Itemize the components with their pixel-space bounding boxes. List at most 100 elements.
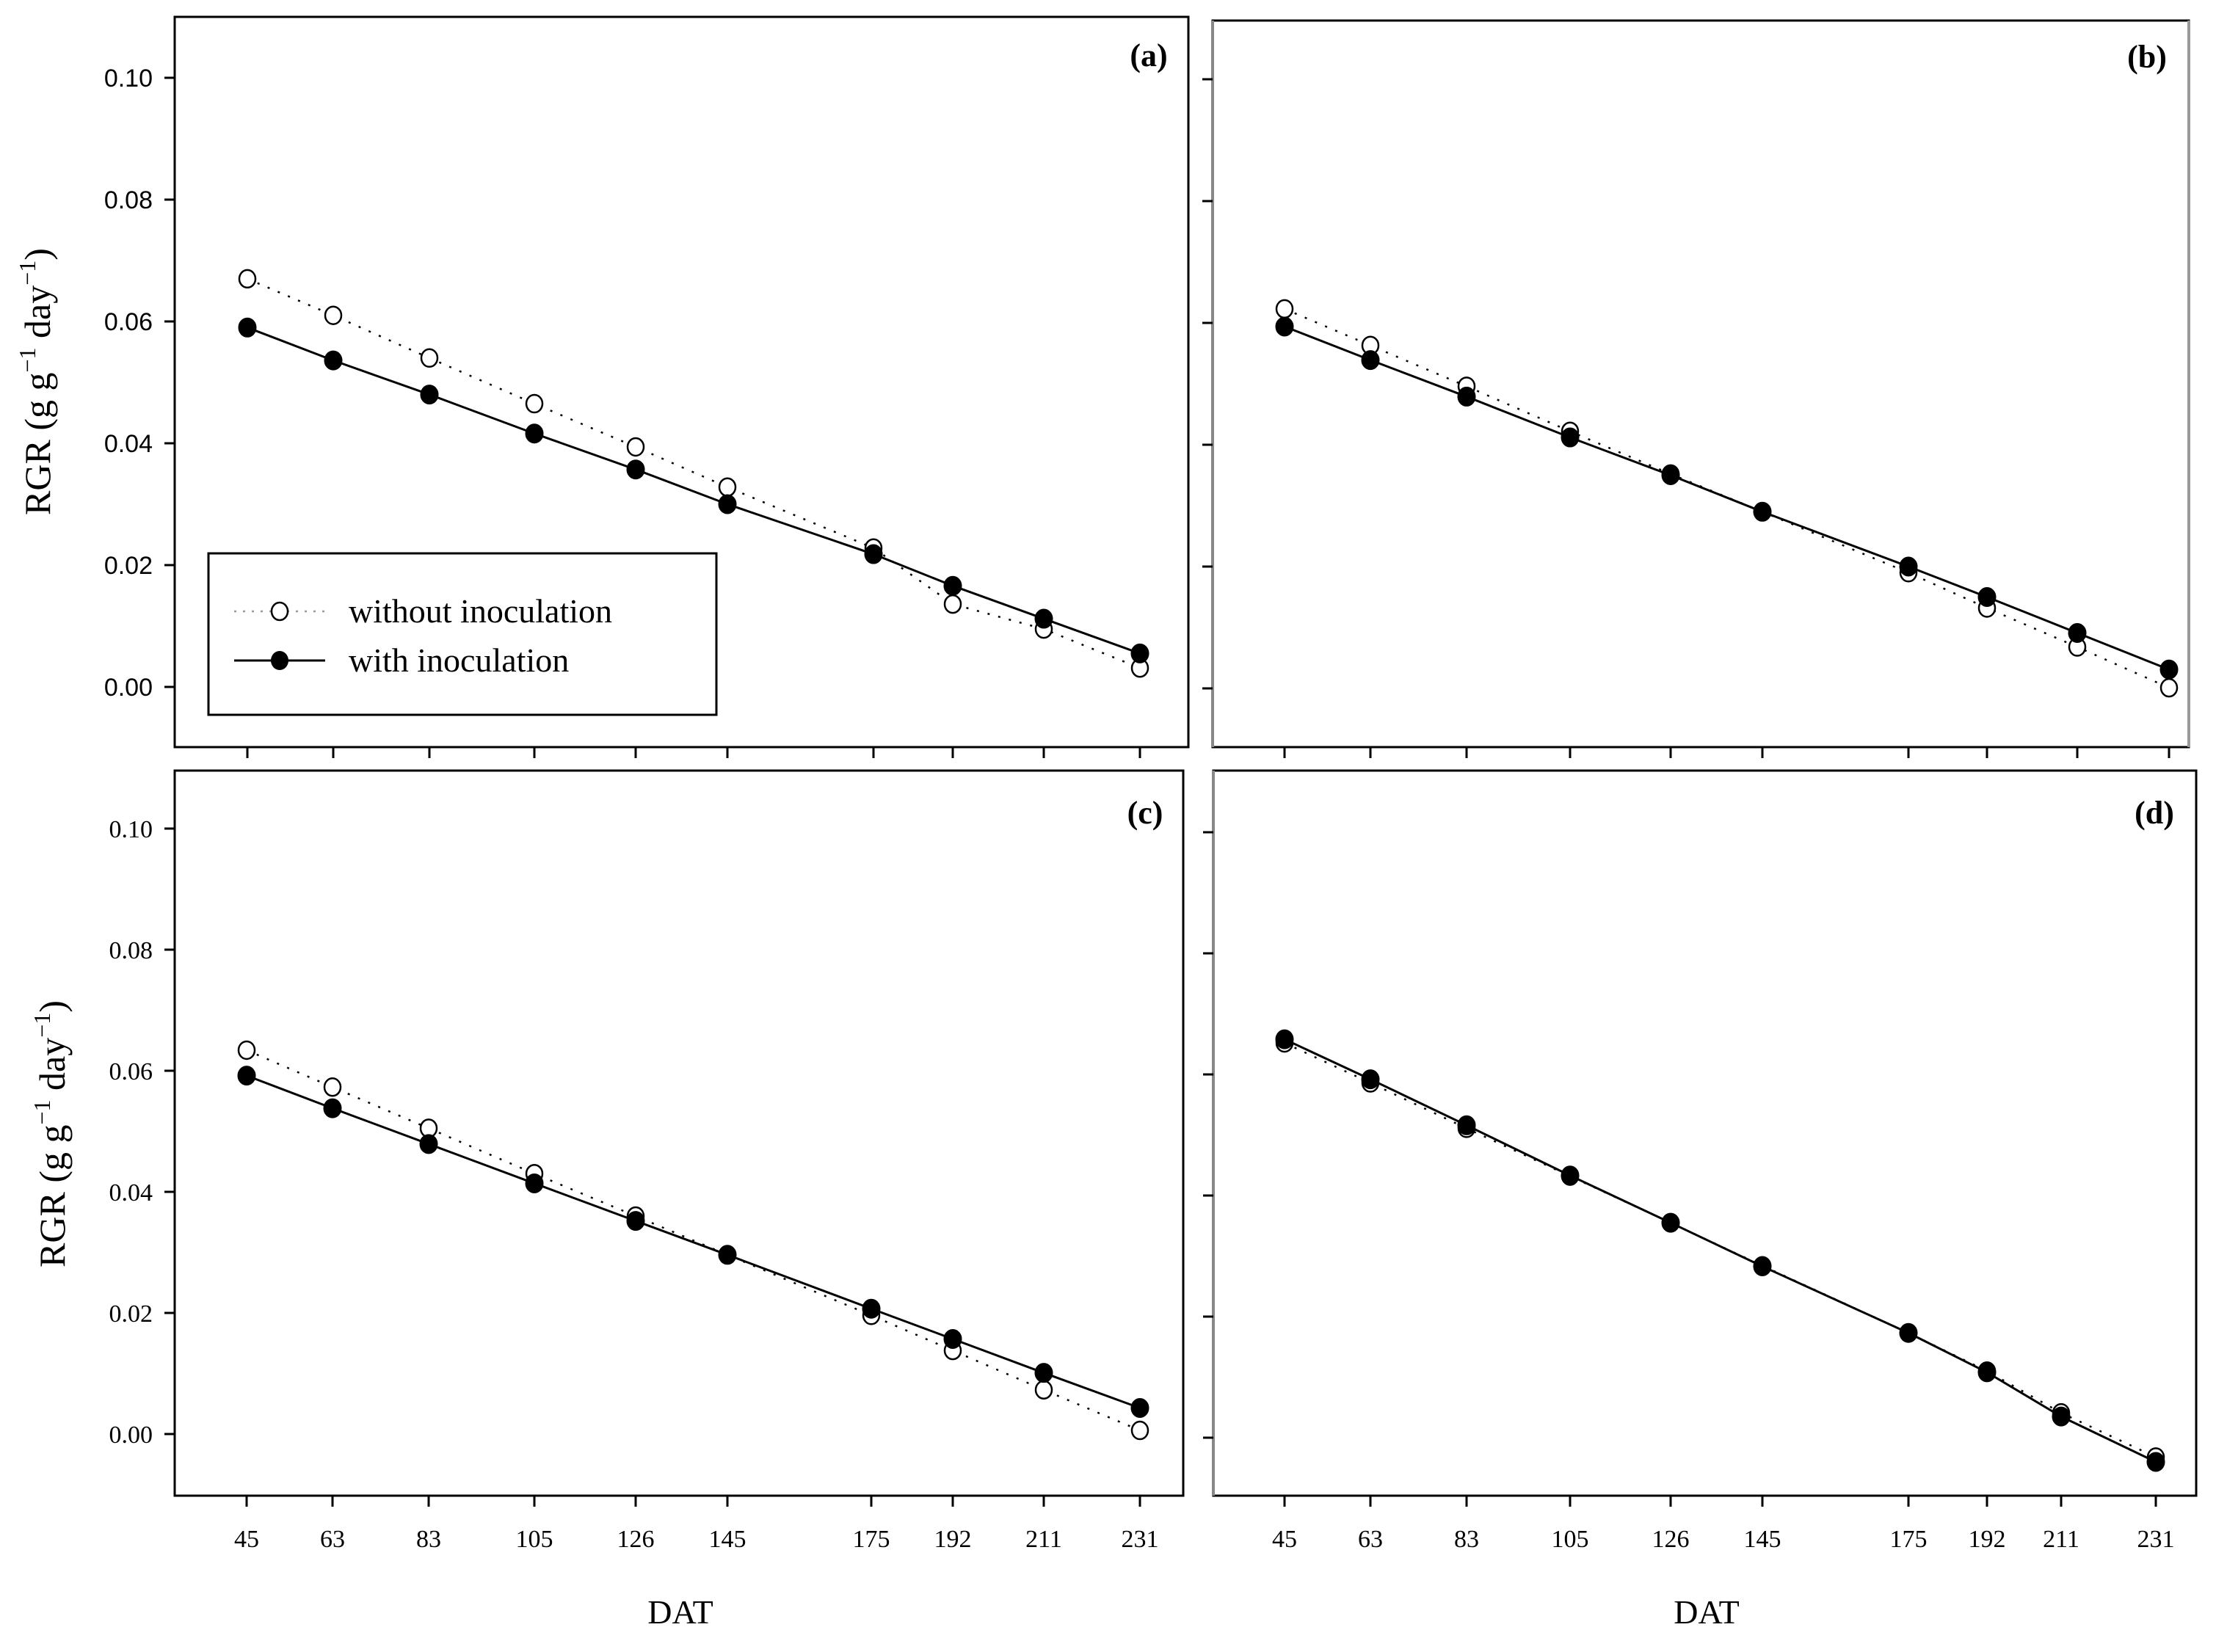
- filled-circle-marker: [1034, 1363, 1053, 1383]
- filled-circle-marker: [420, 385, 439, 405]
- y-tick-label: 0.08: [104, 186, 153, 214]
- x-axis-label: DAT: [647, 1593, 713, 1631]
- x-tick-label: 145: [709, 1526, 746, 1553]
- x-tick-label: 231: [1122, 1526, 1159, 1553]
- filled-circle-marker: [943, 1328, 962, 1349]
- filled-circle-marker: [1275, 316, 1294, 337]
- filled-circle-marker: [419, 1134, 438, 1154]
- plot-frame: [1212, 769, 2198, 1497]
- filled-circle-marker: [1661, 1212, 1680, 1233]
- open-circle-marker: [718, 477, 737, 498]
- x-tick-label: 231: [2137, 1526, 2175, 1553]
- x-tick-label: 211: [1025, 1526, 1062, 1553]
- y-tick-label: 0.08: [109, 937, 153, 964]
- y-axis-label: RGR (g g−1 day−1): [14, 248, 58, 515]
- open-circle-icon: [270, 601, 289, 622]
- filled-circle-marker: [1753, 1256, 1772, 1277]
- filled-circle-marker: [238, 317, 257, 338]
- filled-circle-marker: [718, 494, 737, 514]
- series-line-with-inoculation: [247, 326, 1141, 655]
- open-circle-marker: [525, 393, 544, 414]
- filled-circle-marker: [864, 544, 883, 564]
- x-tick-label: 63: [1358, 1526, 1383, 1553]
- filled-circle-marker: [862, 1298, 881, 1319]
- x-tick-label: 45: [1272, 1526, 1297, 1553]
- legend-label: with inoculation: [349, 641, 569, 679]
- plot-frame: [173, 15, 1190, 749]
- open-circle-marker: [237, 1040, 256, 1060]
- panel-c: 0.00 0.02 0.04 0.06 0.08 0.10 45 63 83 105 126 145 1…: [109, 769, 1185, 1553]
- filled-circle-marker: [1034, 608, 1053, 629]
- open-circle-marker: [1034, 1380, 1053, 1400]
- filled-circle-marker: [1753, 501, 1772, 522]
- legend: without inoculation with inoculation: [207, 552, 718, 716]
- plot-frame: [173, 769, 1185, 1497]
- open-circle-marker: [324, 305, 343, 325]
- x-tick-label: 83: [416, 1526, 441, 1553]
- filled-circle-marker: [1275, 1029, 1294, 1049]
- legend-item-without-inoculation: without inoculation: [234, 592, 612, 630]
- y-axis-label: RGR (g g−1 day−1): [29, 1000, 73, 1267]
- filled-circle-marker: [2052, 1406, 2071, 1427]
- panel-d: 45 63 83 105 126 145 175 192 211 231 (d): [1203, 769, 2198, 1553]
- open-circle-marker: [323, 1077, 342, 1097]
- open-circle-marker: [2159, 677, 2179, 698]
- panel-label: (a): [1130, 37, 1167, 73]
- x-tick-label: 126: [617, 1526, 655, 1553]
- open-circle-marker: [420, 348, 439, 368]
- open-circle-marker: [238, 269, 257, 289]
- y-tick-label: 0.06: [104, 308, 153, 336]
- panel-label: (b): [2127, 39, 2167, 75]
- filled-circle-marker: [324, 350, 343, 371]
- series-line-without-inoculation: [247, 277, 1141, 669]
- open-circle-marker: [626, 437, 645, 457]
- y-tick-label: 0.04: [104, 430, 153, 458]
- x-tick-label: 192: [934, 1526, 972, 1553]
- series-line-with-inoculation: [246, 1074, 1141, 1409]
- filled-circle-marker: [1899, 556, 1918, 577]
- x-tick-label: 175: [1890, 1526, 1928, 1553]
- series-line-with-inoculation: [1284, 1038, 2157, 1463]
- x-axis-label: DAT: [1674, 1593, 1739, 1631]
- x-tick-label: 83: [1454, 1526, 1479, 1553]
- y-tick-label: 0.06: [109, 1058, 153, 1085]
- filled-circle-marker: [1457, 386, 1476, 407]
- filled-circle-marker: [1561, 427, 1580, 448]
- filled-circle-marker: [1977, 587, 1997, 607]
- y-tick-label: 0.10: [104, 65, 153, 92]
- filled-circle-marker: [525, 423, 544, 444]
- filled-circle-icon: [271, 651, 288, 670]
- x-tick-label: 211: [2043, 1526, 2079, 1553]
- filled-circle-marker: [2146, 1452, 2165, 1472]
- y-tick-label: 0.00: [109, 1422, 153, 1449]
- filled-circle-marker: [1130, 1398, 1149, 1419]
- panel-label: (c): [1127, 795, 1163, 831]
- filled-circle-marker: [1899, 1322, 1918, 1343]
- filled-circle-marker: [525, 1173, 544, 1193]
- open-circle-marker: [1130, 1420, 1149, 1441]
- filled-circle-marker: [1361, 1069, 1380, 1090]
- filled-circle-marker: [2159, 659, 2179, 680]
- filled-circle-marker: [1130, 643, 1149, 663]
- panel-b: (b): [1202, 19, 2190, 758]
- x-tick-label: 105: [516, 1526, 553, 1553]
- filled-circle-marker: [626, 1211, 645, 1231]
- series-line-without-inoculation: [246, 1049, 1141, 1432]
- y-tick-label: 0.04: [109, 1179, 153, 1207]
- panel-a: 0.00 0.02 0.04 0.06 0.08 0.10 (a): [104, 15, 1190, 758]
- filled-circle-marker: [237, 1066, 256, 1086]
- y-tick-label: 0.10: [109, 816, 153, 843]
- x-tick-label: 105: [1552, 1526, 1589, 1553]
- filled-circle-marker: [1661, 465, 1680, 485]
- y-tick-label: 0.02: [109, 1300, 153, 1328]
- panel-label: (d): [2135, 795, 2174, 831]
- y-tick-label: 0.02: [104, 552, 153, 580]
- filled-circle-marker: [1977, 1362, 1997, 1383]
- x-tick-label: 175: [853, 1526, 890, 1553]
- plot-frame: [1211, 19, 2190, 749]
- open-circle-marker: [1275, 299, 1294, 319]
- filled-circle-marker: [2068, 622, 2087, 643]
- filled-circle-marker: [323, 1098, 342, 1118]
- y-tick-label: 0.00: [104, 674, 153, 702]
